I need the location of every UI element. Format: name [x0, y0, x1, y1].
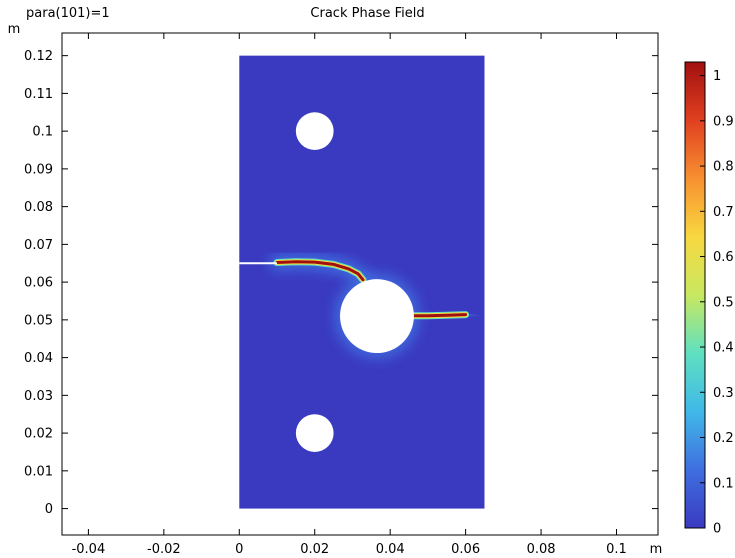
- x-tick-label: 0.06: [451, 542, 480, 557]
- colorbar-tick-label: 0.7: [713, 205, 734, 220]
- x-tick-label: 0.04: [376, 542, 405, 557]
- y-tick-label: 0.08: [24, 200, 53, 215]
- y-tick-label: 0.07: [24, 238, 53, 253]
- x-tick-label: 0: [235, 542, 243, 557]
- hole-3: [340, 279, 414, 354]
- x-axis-unit: m: [650, 542, 663, 557]
- colorbar: 0 0.1 0.2 0.3 0.4 0.5 0.6 0.7 0.8 0.9 1: [684, 61, 734, 537]
- plot-area: [239, 55, 485, 509]
- colorbar-tick-label: 0: [713, 522, 721, 537]
- y-tick-label: 0.01: [24, 464, 53, 479]
- axes-frame: [61, 32, 659, 536]
- x-tick-label: 0.02: [300, 542, 329, 557]
- y-tick-label: 0.06: [24, 276, 53, 291]
- crack-core-1: [275, 260, 365, 282]
- y-axis-unit: m: [8, 22, 21, 37]
- x-tick-label: 0.08: [527, 542, 556, 557]
- x-tick-label: -0.04: [72, 542, 106, 557]
- y-tick-label: 0.02: [24, 427, 53, 442]
- crack-core-2: [411, 313, 468, 318]
- colorbar-scale: [684, 61, 706, 529]
- y-tick-label: 0.05: [24, 313, 53, 328]
- colorbar-tick-label: 0.9: [713, 114, 734, 129]
- parameter-label: para(101)=1: [26, 6, 110, 21]
- chart-title: Crack Phase Field: [310, 6, 425, 21]
- x-tick-label: -0.02: [147, 542, 181, 557]
- y-tick-label: 0.12: [24, 49, 53, 64]
- hole-2: [295, 414, 334, 452]
- x-tick-label: 0.1: [606, 542, 627, 557]
- colorbar-tick-label: 0.8: [713, 160, 734, 175]
- y-tick-label: 0.11: [24, 87, 53, 102]
- y-tick-label: 0.03: [24, 389, 53, 404]
- colorbar-tick-label: 0.2: [713, 431, 734, 446]
- hole-1: [295, 112, 334, 150]
- colorbar-tick-label: 0.1: [713, 476, 734, 491]
- y-tick-label: 0.04: [24, 351, 53, 366]
- colorbar-tick-label: 0.3: [713, 386, 734, 401]
- axes: -0.04 -0.02 0 0.02 0.04 0.06 0.08 0.1 m 0 0.01 0.02…: [8, 22, 663, 557]
- y-tick-label: 0.09: [24, 162, 53, 177]
- colorbar-tick-label: 0.4: [713, 341, 734, 356]
- colorbar-tick-label: 1: [713, 69, 721, 84]
- colorbar-tick-label: 0.5: [713, 295, 734, 310]
- colorbar-tick-label: 0.6: [713, 250, 734, 265]
- y-tick-label: 0.1: [32, 125, 53, 140]
- y-tick-label: 0: [45, 502, 53, 517]
